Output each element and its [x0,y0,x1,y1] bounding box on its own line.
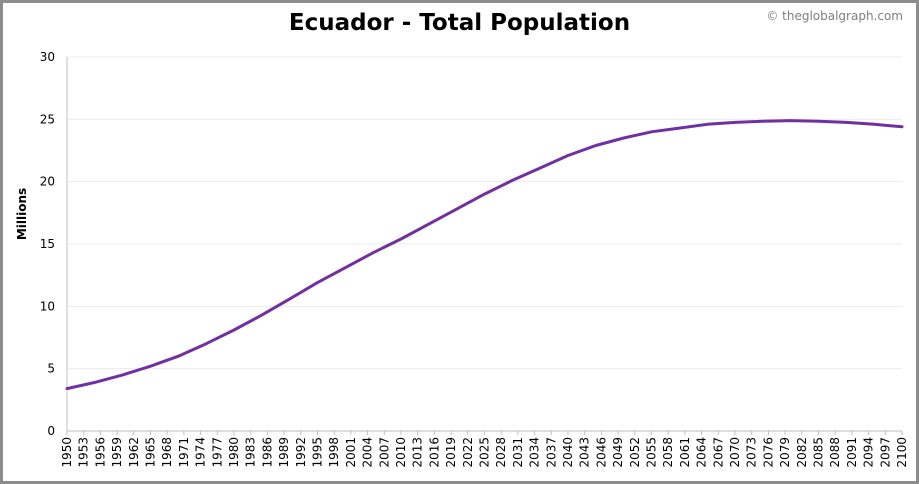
x-tick-label: 1980 [227,437,241,468]
x-tick-label: 1959 [110,437,124,468]
x-tick-labels: 1950 1953 1956 1959 1962 1965 1968 1971 1974 1977… [60,437,909,468]
x-tick-label: 2070 [728,437,742,468]
x-tick-label: 2091 [845,437,859,468]
x-tick-label: 2079 [778,437,792,468]
x-tick-label: 2100 [895,437,909,468]
x-tick-label: 2028 [494,437,508,468]
x-tick-label: 1998 [327,437,341,468]
y-tick-label: 0 [47,424,55,438]
x-tick-label: 1989 [277,437,291,468]
y-tick-label: 25 [40,112,55,126]
y-tick-labels: 0 5 10 15 20 25 30 [40,50,55,438]
x-tick-label: 2022 [461,437,475,468]
y-tick-label: 20 [40,175,55,189]
x-tick-label: 2076 [761,437,775,468]
x-tick-label: 2019 [444,437,458,468]
x-tick-label: 2037 [544,437,558,468]
series-line [65,119,904,391]
x-tick-label: 2073 [745,437,759,468]
x-tick-label: 2058 [661,437,675,468]
x-tick-label: 1968 [160,437,174,468]
x-tick-label: 2007 [377,437,391,468]
credit-text: © theglobalgraph.com [766,9,903,23]
x-tick-label: 2025 [478,437,492,468]
series-group [65,119,904,391]
gridlines [67,56,902,370]
x-tick-label: 1965 [144,437,158,468]
x-tick-label: 2040 [561,437,575,468]
x-tick-label: 2031 [511,437,525,468]
x-tick-label: 1983 [244,437,258,468]
x-tick-label: 1977 [210,437,224,468]
chart-title: Ecuador - Total Population [288,10,631,36]
x-tick-label: 1950 [60,437,74,468]
x-tick-label: 1962 [127,437,141,468]
y-tick-label: 15 [40,237,55,251]
x-tick-label: 2082 [795,437,809,468]
x-tick-label: 1956 [93,437,107,468]
x-tick-label: 1953 [77,437,91,468]
x-tick-label: 2010 [394,437,408,468]
x-tick-label: 1995 [311,437,325,468]
x-tick-label: 2061 [678,437,692,468]
x-tick-label: 2043 [578,437,592,468]
x-tick-label: 2046 [594,437,608,468]
x-tick-label: 1974 [194,437,208,468]
x-tick-label: 2094 [862,437,876,468]
x-tick-label: 1992 [294,437,308,468]
y-axis-label: Millions [15,188,29,240]
x-tick-label: 2055 [645,437,659,468]
x-tick-label: 2067 [711,437,725,468]
x-tick-label: 2085 [812,437,826,468]
x-tick-label: 1986 [260,437,274,468]
x-tick-label: 2001 [344,437,358,468]
x-tick-label: 2034 [528,437,542,468]
x-tick-label: 2016 [427,437,441,468]
x-tick-label: 1971 [177,437,191,468]
x-tick-label: 2052 [628,437,642,468]
axes [66,57,903,435]
x-tick-label: 2004 [361,437,375,468]
x-tick-label: 2049 [611,437,625,468]
y-tick-label: 5 [47,362,55,376]
x-tick-label: 2097 [878,437,892,468]
y-tick-label: 30 [40,50,55,64]
x-tick-label: 2088 [828,437,842,468]
y-tick-label: 10 [40,299,55,313]
x-tick-label: 2013 [411,437,425,468]
x-tick-label: 2064 [695,437,709,468]
